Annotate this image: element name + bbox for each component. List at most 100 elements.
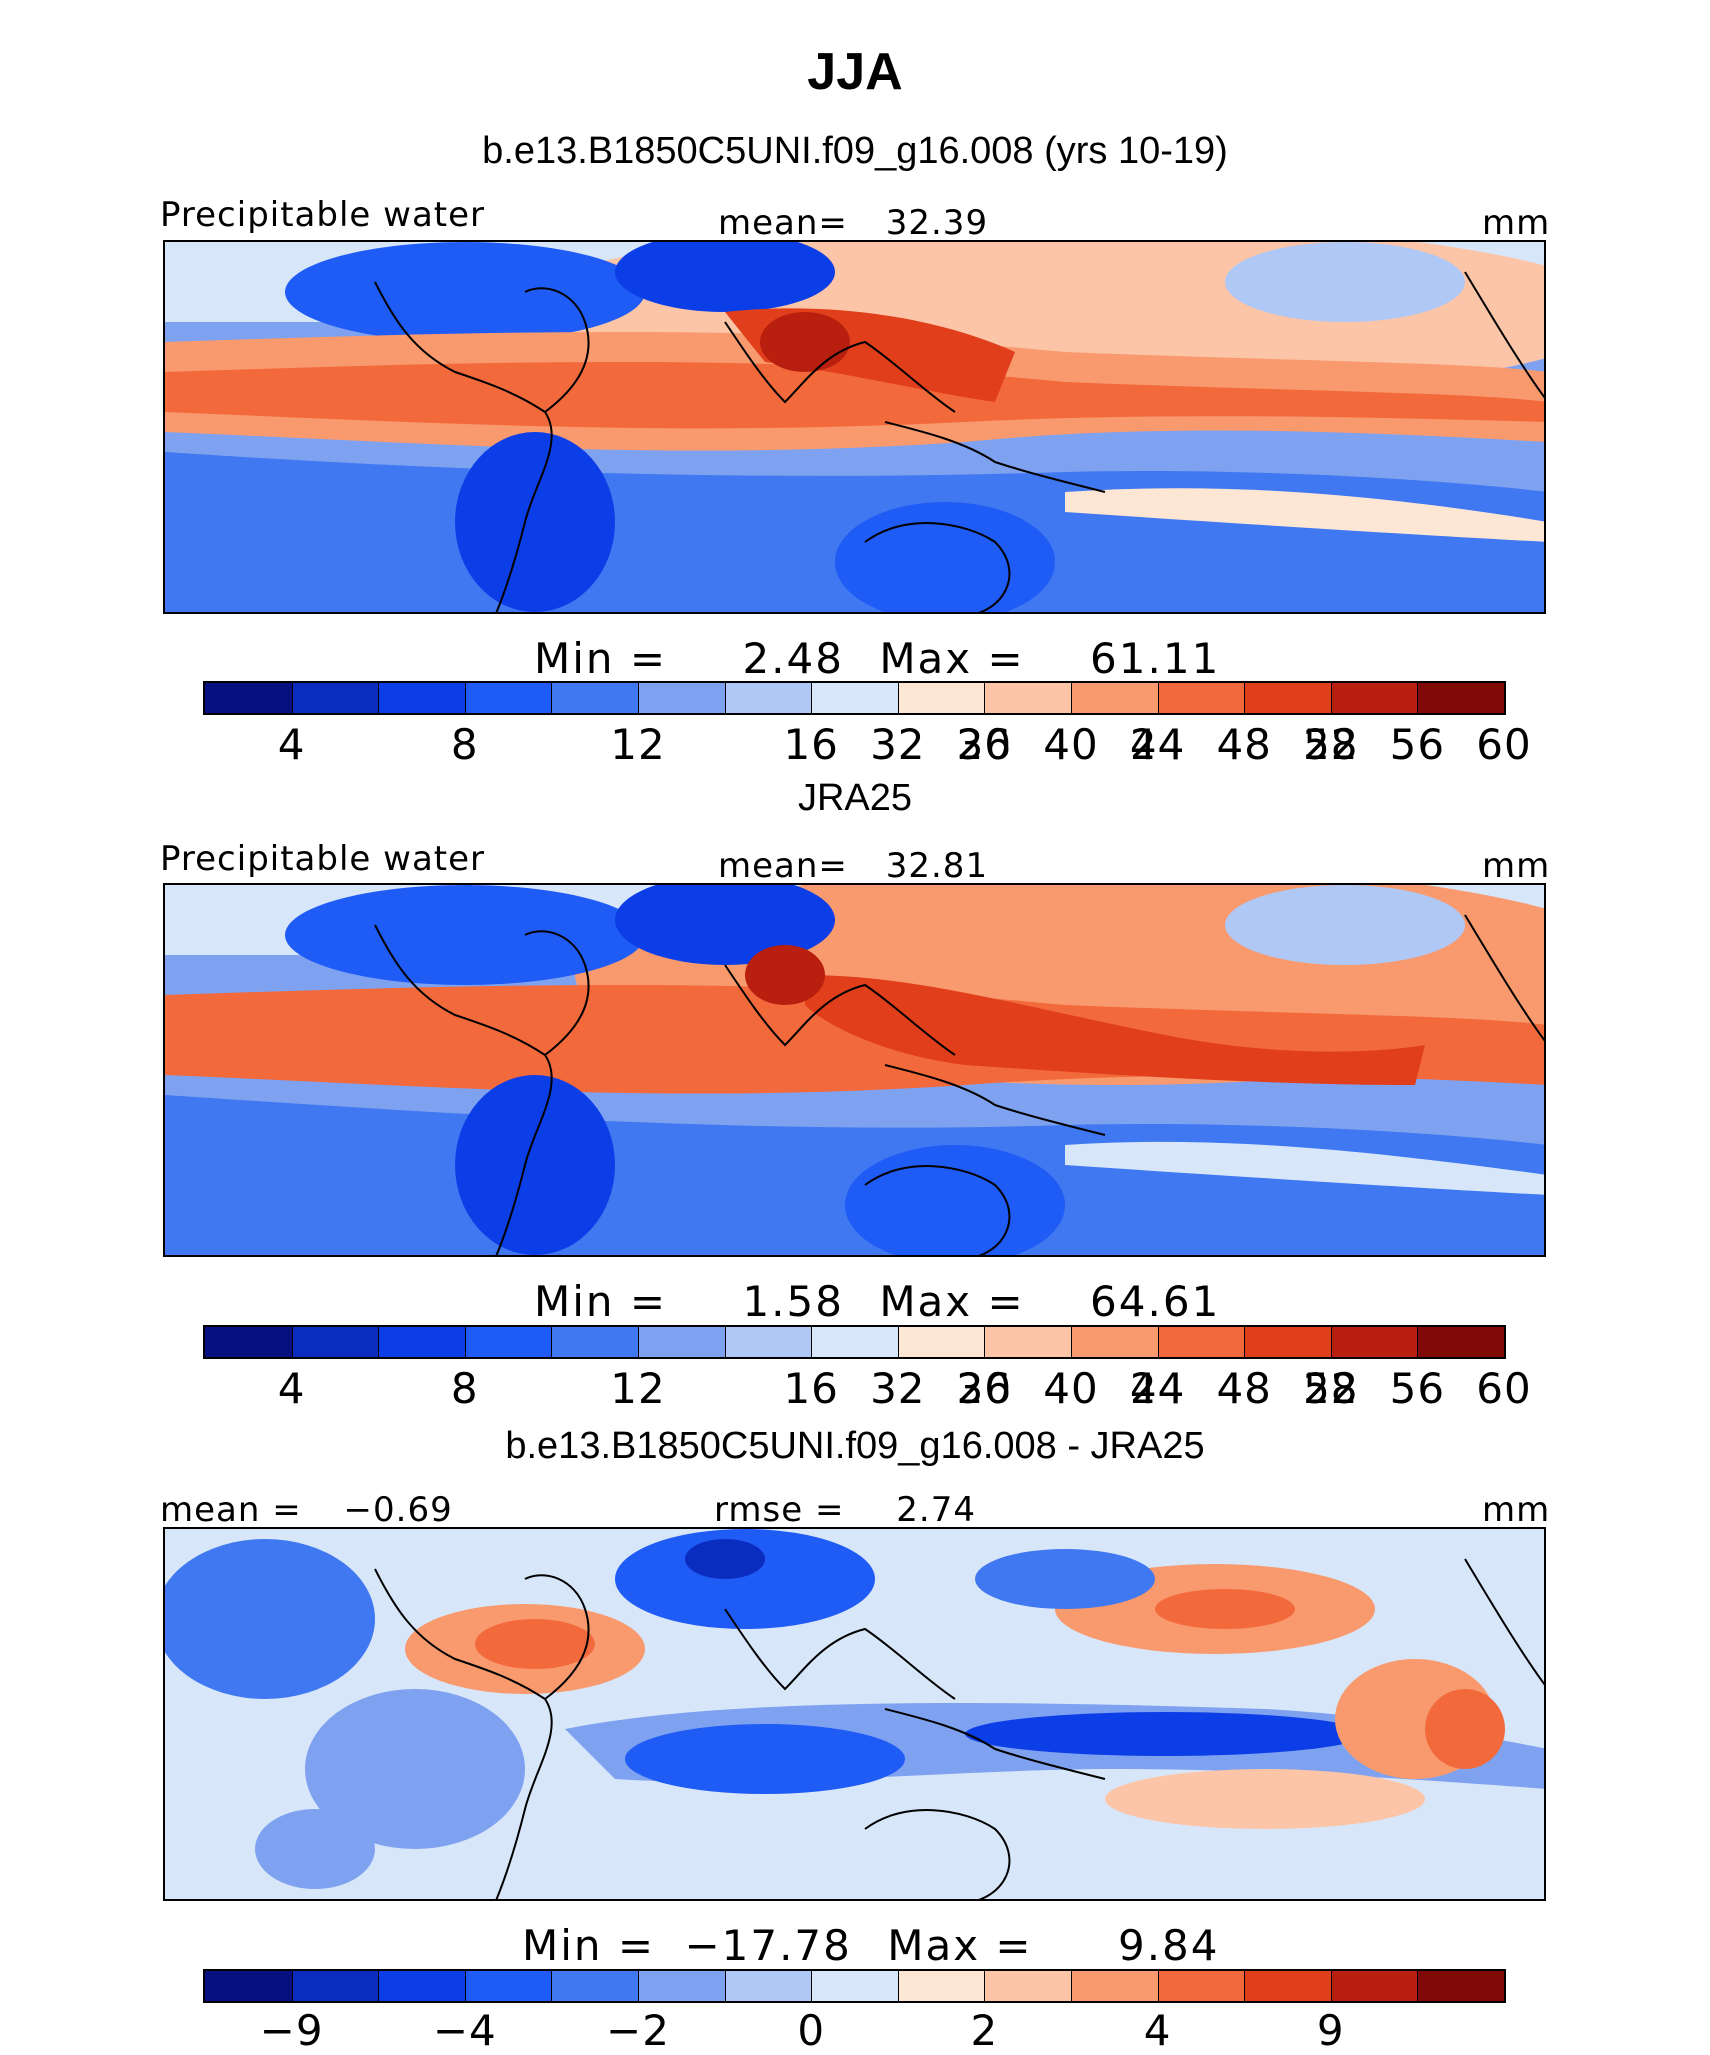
panel-2-colorbar-tick-label: 36: [956, 1364, 1013, 1413]
panel-2-colorbar-tick-label: 44: [1129, 1364, 1186, 1413]
panel-2-colorbar-segment: [1157, 1327, 1245, 1357]
panel-1-map-svg: [165, 242, 1544, 612]
panel-1-colorbar-tick-label: 52: [1303, 720, 1359, 769]
panel-2-colorbar-segment: [1417, 1327, 1504, 1357]
panel-1-variable: Precipitable water: [160, 195, 486, 235]
panel-1-max-label: Max =: [879, 634, 1025, 683]
panel-3-rmse: rmse = 2.74: [714, 1490, 976, 1530]
panel-2-colorbar-tick-label: 52: [1303, 1364, 1359, 1413]
panel-2-min-label: Min =: [534, 1277, 668, 1326]
panel-1-colorbar-segment: [464, 683, 552, 713]
panel-2-mean: mean= 32.81: [718, 846, 988, 886]
panel-2-colorbar-tick-label: 24: [1129, 1364, 1186, 1413]
panel-2-colorbar-segment: [811, 1327, 898, 1357]
panel-2-colorbar-tick-label: 48: [1216, 1364, 1272, 1413]
panel-3-map: [163, 1527, 1546, 1901]
panel-2-mean-label: mean=: [718, 846, 848, 886]
panel-1-colorbar-segment: [551, 683, 638, 713]
panel-3-colorbar-tick-label: 2: [970, 2006, 999, 2055]
panel-3-coastlines: [374, 1558, 1544, 1899]
panel-2-max-label: Max =: [879, 1277, 1025, 1326]
panel-3-mean-value: −0.69: [343, 1490, 453, 1530]
panel-3-colorbar-segment: [464, 1971, 552, 2001]
panel-2-subtitle: JRA25: [797, 777, 913, 819]
panel-2-colorbar-segment: [1071, 1327, 1158, 1357]
panel-1-minmax: Min = 2.48 Max = 61.11: [534, 634, 1220, 683]
panel-3-max-value: 9.84: [1117, 1921, 1220, 1970]
panel-3-colorbar-tick-label: 0: [797, 2006, 826, 2055]
panel-3-colorbar-segment: [724, 1971, 812, 2001]
panel-1-colorbar-segment: [1330, 683, 1418, 713]
panel-3-colorbar-tick-label: 4: [1143, 2006, 1172, 2055]
panel-2-colorbar-tick-label: 28: [1303, 1364, 1359, 1413]
panel-2-min-value: 1.58: [742, 1277, 844, 1326]
figure-title: JJA: [807, 43, 903, 101]
panel-3-colorbar-segment: [1330, 1971, 1418, 2001]
panel-1-mean: mean= 32.39: [718, 203, 988, 243]
panel-2-coastlines: [374, 914, 1544, 1255]
panel-3-colorbar-segment: [378, 1971, 465, 2001]
panel-1-colorbar-tick-label: 20: [956, 720, 1013, 769]
panel-1-colorbar-tick-label: 32: [870, 720, 926, 769]
panel-1-coastlines: [374, 271, 1544, 612]
panel-3-colorbar-segment: [1071, 1971, 1158, 2001]
panel-2-units: mm: [1482, 846, 1551, 886]
panel-3-field: [165, 1529, 1544, 1899]
panel-2-colorbar-tick-label: 32: [870, 1364, 926, 1413]
panel-2-colorbar-segment: [551, 1327, 638, 1357]
panel-1-colorbar-tick-label: 4: [277, 720, 306, 769]
panel-2-colorbar-segment: [897, 1327, 985, 1357]
panel-1-colorbar-tick-label: 36: [956, 720, 1013, 769]
panel-1-colorbar-segment: [1417, 683, 1504, 713]
panel-3-colorbar-segment: [1417, 1971, 1504, 2001]
panel-1-colorbar-segment: [378, 683, 465, 713]
panel-1-map: [163, 240, 1546, 614]
panel-1-colorbar-tick-label: 28: [1303, 720, 1359, 769]
panel-2-variable: Precipitable water: [160, 839, 486, 879]
panel-3-rmse-value: 2.74: [896, 1490, 976, 1530]
panel-1-min-value: 2.48: [742, 634, 844, 683]
panel-3-colorbar-segment: [1244, 1971, 1331, 2001]
panel-2-colorbar-tick-label: 60: [1476, 1364, 1532, 1413]
panel-1-colorbar-tick-label: 12: [610, 720, 666, 769]
panel-1-colorbar-tick-label: 40: [1043, 720, 1099, 769]
panel-2-colorbar-segment: [1330, 1327, 1418, 1357]
panel-1-colorbar-ticks: 4 8 12 16 20 24 28 32 36 40 44 48 52 56 60: [0, 720, 1710, 770]
panel-1-units: mm: [1482, 203, 1551, 243]
panel-3-colorbar-tick-label: −4: [432, 2006, 497, 2055]
panel-2-colorbar-tick-label: 12: [610, 1364, 666, 1413]
panel-3-map-svg: [165, 1529, 1544, 1899]
panel-1-colorbar-tick-label: 56: [1389, 720, 1446, 769]
panel-2-map-svg: [165, 885, 1544, 1255]
panel-3-subtitle: b.e13.B1850C5UNI.f09_g16.008 - JRA25: [505, 1425, 1205, 1467]
panel-3-mean: mean = −0.69: [160, 1490, 453, 1530]
panel-1-colorbar-tick-label: 44: [1129, 720, 1186, 769]
panel-2-colorbar-segment: [1244, 1327, 1331, 1357]
panel-2-colorbar-segment: [291, 1327, 379, 1357]
panel-2-minmax: Min = 1.58 Max = 64.61: [534, 1277, 1220, 1326]
panel-3-min-label: Min =: [522, 1921, 656, 1970]
panel-1-colorbar-segment: [1244, 683, 1331, 713]
panel-1-colorbar: [203, 681, 1506, 715]
panel-2-colorbar-tick-label: 4: [277, 1364, 306, 1413]
panel-3-colorbar-segment: [811, 1971, 898, 2001]
panel-3-colorbar-segment: [638, 1971, 725, 2001]
panel-1-colorbar-segment: [205, 683, 292, 713]
panel-1-subtitle: b.e13.B1850C5UNI.f09_g16.008 (yrs 10-19): [482, 130, 1228, 172]
panel-2-colorbar: [203, 1325, 1506, 1359]
panel-1-colorbar-segment: [638, 683, 725, 713]
panel-1-colorbar-segment: [984, 683, 1071, 713]
panel-2-colorbar-tick-label: 40: [1043, 1364, 1099, 1413]
panel-3-colorbar-tick-label: 9: [1316, 2006, 1345, 2055]
panel-2-colorbar-segment: [464, 1327, 552, 1357]
panel-1-mean-label: mean=: [718, 203, 848, 243]
panel-1-colorbar-tick-label: 24: [1129, 720, 1186, 769]
panel-2-colorbar-tick-label: 8: [450, 1364, 479, 1413]
panel-2-colorbar-ticks: 4 8 12 16 20 24 28 32 36 40 44 48 52 56 60: [0, 1364, 1710, 1414]
panel-1-colorbar-tick-label: 60: [1476, 720, 1532, 769]
panel-3-mean-label: mean =: [160, 1490, 302, 1530]
panel-1-colorbar-tick-label: 8: [450, 720, 479, 769]
panel-2-colorbar-segment: [984, 1327, 1071, 1357]
panel-1-colorbar-segment: [1157, 683, 1245, 713]
panel-3-units: mm: [1482, 1490, 1551, 1530]
